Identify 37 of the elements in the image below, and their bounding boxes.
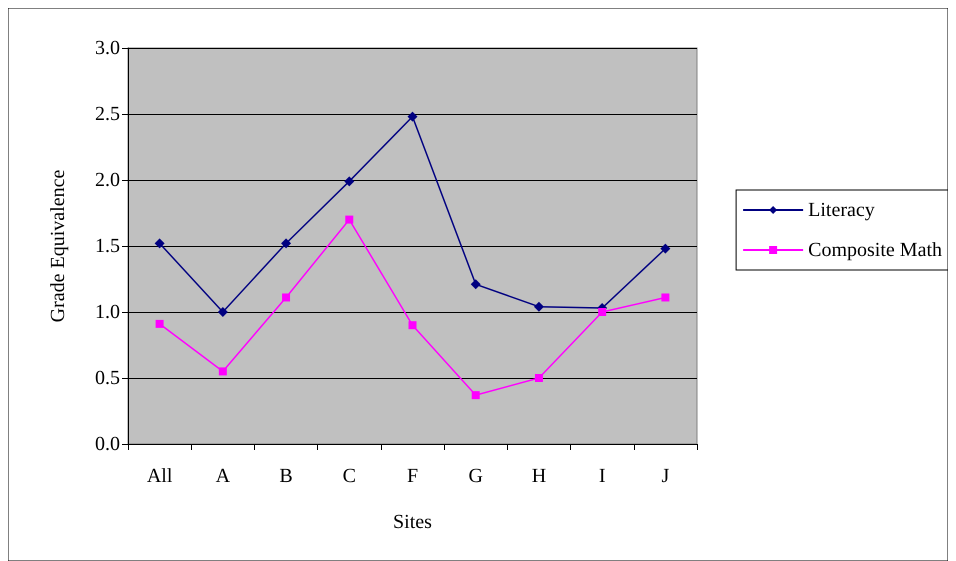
y-tick-label: 0.5	[95, 367, 120, 389]
point	[218, 307, 228, 317]
legend-label: Composite Math	[808, 239, 942, 261]
point	[661, 293, 670, 302]
point	[534, 374, 543, 382]
x-axis-title: Sites	[393, 511, 432, 533]
y-tick-label: 1.0	[95, 301, 120, 323]
point	[472, 391, 480, 400]
x-tick-label: I	[598, 465, 606, 487]
point	[156, 320, 164, 328]
y-tick-label: 0.0	[95, 433, 120, 455]
x-tick-label: G	[468, 465, 483, 487]
point	[154, 238, 165, 248]
y-axis-title: Grade Equivalence	[47, 170, 69, 322]
y-tick-label: 1.5	[95, 235, 120, 257]
point	[408, 112, 418, 122]
y-tick-label: 2.0	[95, 169, 120, 191]
point	[598, 308, 606, 316]
point	[345, 216, 354, 224]
x-tick-label: All	[146, 465, 173, 487]
x-tick-label: A	[216, 465, 231, 487]
point	[218, 367, 227, 376]
x-tick-label: F	[406, 465, 418, 487]
point	[344, 176, 354, 186]
x-tick-label: H	[532, 465, 546, 487]
point	[282, 293, 290, 302]
y-tick-label: 2.5	[95, 103, 120, 125]
point	[408, 321, 416, 330]
y-tick-label: 3.0	[95, 37, 120, 59]
x-tick-label: B	[279, 465, 293, 487]
x-tick-label: C	[342, 465, 356, 487]
point	[470, 279, 481, 290]
x-tick-label: J	[661, 465, 670, 487]
legend-label: Literacy	[808, 199, 875, 221]
point	[534, 302, 544, 312]
point	[281, 238, 292, 248]
point	[660, 244, 670, 254]
